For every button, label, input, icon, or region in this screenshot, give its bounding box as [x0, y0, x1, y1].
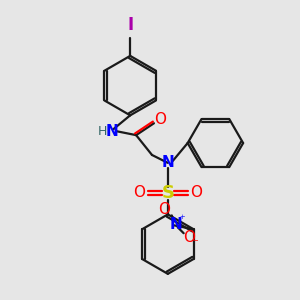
- Text: N: N: [106, 124, 119, 139]
- Text: O: O: [158, 202, 170, 217]
- Text: O: O: [154, 112, 166, 127]
- Text: I: I: [127, 16, 133, 34]
- Text: O: O: [190, 185, 202, 200]
- Text: $^-$: $^-$: [191, 238, 200, 248]
- Text: $^+$: $^+$: [178, 214, 186, 224]
- Text: N: N: [169, 217, 182, 232]
- Text: S: S: [161, 184, 174, 202]
- Text: N: N: [161, 155, 174, 170]
- Text: O: O: [133, 185, 145, 200]
- Text: O: O: [184, 230, 196, 245]
- Text: H: H: [98, 125, 107, 138]
